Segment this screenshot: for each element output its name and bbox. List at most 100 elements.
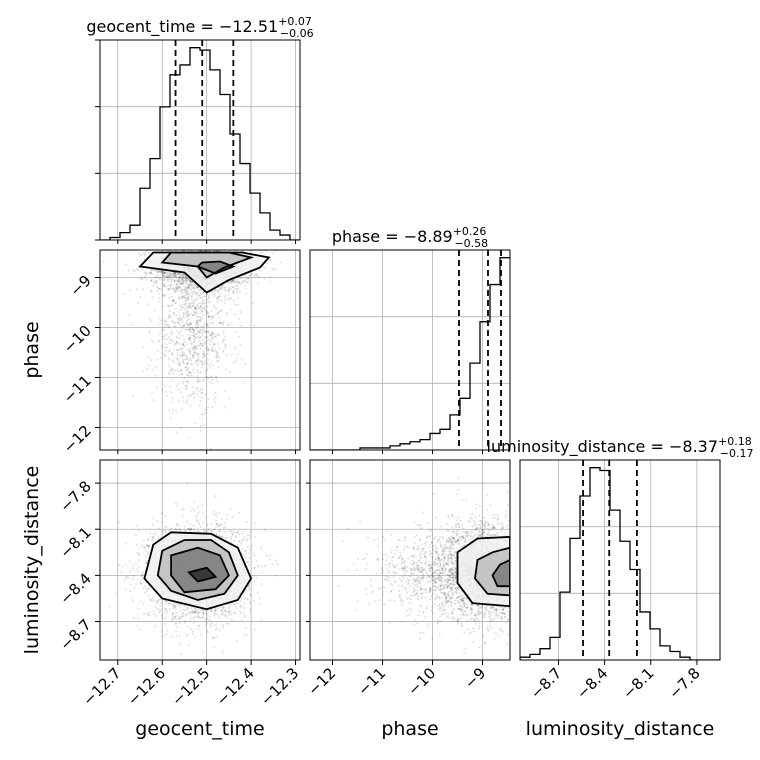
scatter-point (249, 274, 251, 277)
scatter-point (156, 270, 159, 273)
scatter-point (139, 254, 141, 257)
scatter-point (194, 319, 197, 322)
scatter-point (177, 276, 180, 279)
scatter-point (183, 279, 186, 282)
scatter-point (224, 289, 227, 292)
scatter-point (221, 518, 223, 520)
scatter-point (182, 297, 185, 300)
scatter-point (158, 340, 161, 343)
scatter-point (192, 329, 195, 332)
scatter-point (239, 600, 242, 603)
scatter-point (185, 384, 187, 387)
scatter-point (191, 355, 194, 358)
scatter-point (214, 495, 217, 498)
scatter-point (244, 598, 247, 601)
scatter-point (164, 346, 167, 349)
scatter-point (211, 332, 214, 335)
scatter-point (182, 276, 185, 279)
scatter-point (245, 561, 248, 564)
scatter-point (223, 302, 226, 305)
scatter-point (202, 325, 205, 328)
scatter-point (199, 429, 202, 432)
scatter-point (181, 282, 184, 285)
scatter-point (222, 323, 225, 326)
scatter-point (158, 270, 161, 273)
scatter-point (192, 310, 195, 313)
scatter-point (259, 602, 262, 605)
scatter-point (152, 340, 155, 343)
scatter-point (173, 273, 176, 276)
scatter-point (215, 288, 218, 291)
scatter-point (150, 269, 153, 272)
scatter-point (197, 611, 200, 614)
scatter-point (231, 291, 234, 294)
scatter-point (147, 551, 150, 554)
scatter-point (180, 391, 183, 394)
scatter-point (186, 362, 189, 365)
scatter-point (184, 366, 187, 369)
scatter-point (162, 294, 165, 296)
scatter-point (198, 315, 201, 318)
scatter-point (185, 384, 188, 387)
scatter-point (231, 280, 234, 283)
scatter-point (172, 602, 175, 605)
scatter-point (179, 318, 182, 321)
scatter-point (210, 332, 213, 334)
scatter-point (102, 260, 105, 263)
scatter-point (167, 363, 170, 366)
scatter-point (219, 616, 222, 619)
scatter-point (227, 611, 230, 614)
scatter-point (175, 529, 178, 532)
scatter-point (199, 288, 202, 291)
scatter-point (138, 252, 141, 255)
scatter-point (187, 324, 190, 326)
scatter-point (204, 618, 207, 621)
scatter-point (240, 548, 243, 551)
scatter-point (194, 322, 197, 325)
scatter-point (225, 368, 228, 371)
scatter-point (204, 309, 207, 311)
scatter-point (201, 363, 204, 366)
scatter-point (147, 613, 149, 616)
scatter-point (257, 282, 260, 285)
scatter-point (201, 413, 204, 416)
scatter-point (230, 540, 233, 543)
scatter-point (195, 515, 198, 518)
scatter-point (176, 286, 179, 289)
scatter-point (163, 607, 166, 610)
scatter-point (130, 323, 133, 326)
scatter-point (186, 306, 189, 309)
scatter-point (199, 347, 202, 350)
scatter-point (203, 355, 206, 358)
scatter-point (165, 333, 168, 336)
scatter-point (163, 271, 166, 274)
scatter-point (189, 371, 192, 374)
scatter-point (159, 598, 162, 601)
scatter-point (139, 582, 142, 585)
scatter-point (207, 330, 210, 332)
scatter-point (150, 290, 153, 293)
scatter-point (227, 323, 229, 326)
scatter-point (197, 358, 200, 361)
scatter-point (118, 564, 121, 567)
scatter-point (205, 623, 207, 626)
scatter-point (212, 316, 214, 319)
scatter-point (217, 299, 220, 301)
scatter-point (169, 284, 172, 286)
scatter-point (156, 358, 159, 361)
scatter-point (192, 357, 195, 359)
scatter-point (186, 288, 189, 291)
scatter-point (185, 289, 188, 292)
scatter-point (196, 286, 199, 289)
scatter-point (167, 326, 170, 329)
scatter-point (216, 351, 219, 354)
scatter-point (207, 331, 210, 334)
scatter-point (195, 346, 198, 349)
scatter-point (188, 528, 191, 531)
scatter-point (164, 354, 166, 357)
scatter-point (182, 280, 185, 283)
scatter-point (142, 370, 145, 373)
scatter-point (203, 306, 206, 309)
scatter-point (210, 334, 213, 336)
scatter-point (174, 307, 177, 310)
